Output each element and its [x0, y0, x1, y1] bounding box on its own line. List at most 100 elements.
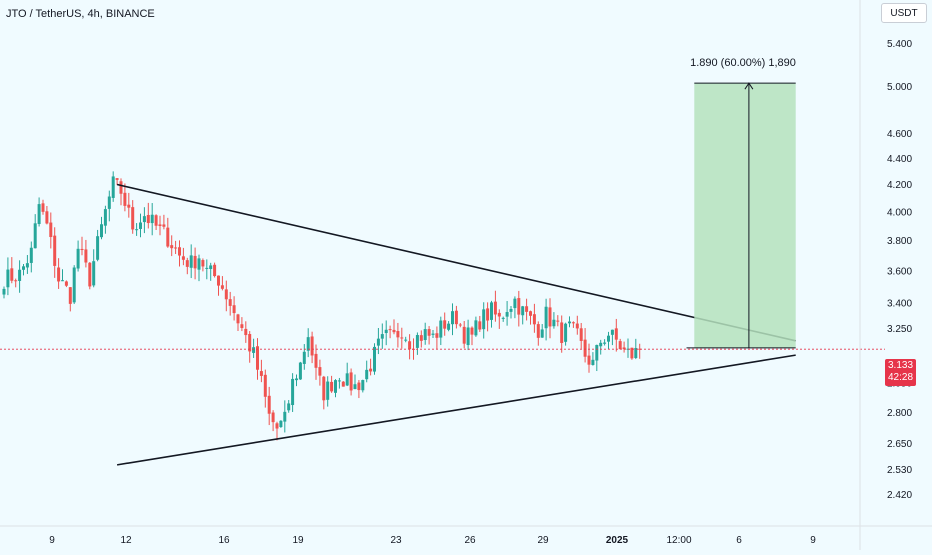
last-price-value: 3.133 — [887, 360, 914, 371]
candle-body — [431, 333, 435, 335]
bar-countdown: 42:28 — [887, 372, 914, 383]
target-zone-box — [694, 83, 796, 348]
candle-body — [45, 211, 49, 224]
candle-body — [482, 309, 486, 330]
candle-body — [380, 334, 384, 339]
x-tick-label: 26 — [464, 535, 476, 546]
candle-body — [478, 321, 482, 330]
x-axis[interactable]: 9 12 16 19 23 26 29 2025 12:00 6 9 — [0, 525, 932, 546]
candle-body — [439, 320, 443, 338]
candle-body — [271, 412, 275, 423]
y-tick-label: 3.250 — [887, 324, 912, 335]
candle-body — [532, 314, 536, 325]
candle-body — [14, 280, 18, 282]
candle-body — [146, 214, 150, 224]
candle-body — [29, 247, 33, 263]
candle-body — [322, 376, 326, 401]
currency-badge[interactable]: USDT — [881, 3, 927, 23]
candle-body — [295, 378, 298, 381]
candle-body — [279, 420, 283, 427]
y-tick-label: 3.600 — [887, 267, 912, 278]
candle-body — [96, 236, 100, 260]
candle-body — [259, 371, 263, 376]
x-tick-label: 2025 — [606, 535, 629, 546]
candle-body — [181, 256, 185, 260]
candle-body — [579, 328, 583, 341]
candle-body — [68, 287, 72, 304]
candle-body — [103, 209, 107, 226]
candle-body — [560, 322, 564, 343]
x-tick-label: 9 — [810, 535, 816, 546]
x-tick-label: 19 — [292, 535, 304, 546]
candle-body — [318, 367, 322, 376]
candle-body — [443, 320, 447, 329]
candle-body — [595, 344, 599, 361]
candle-body — [509, 308, 513, 312]
candle-body — [638, 348, 642, 350]
candle-body — [447, 323, 451, 330]
y-axis[interactable]: 5.400 5.000 4.600 4.400 4.200 4.000 3.800 3.600… — [859, 0, 912, 550]
y-tick-label: 4.600 — [887, 129, 912, 140]
candle-body — [408, 341, 412, 350]
candle-body — [92, 261, 96, 286]
candle-body — [571, 322, 575, 324]
candle-body — [57, 267, 61, 282]
candle-body — [224, 289, 228, 300]
candle-body — [419, 335, 423, 341]
last-price-tag: 3.133 42:28 — [885, 359, 916, 386]
plot-area[interactable]: 1.890 (60.00%) 1,890 — [0, 57, 885, 466]
candle-body — [248, 334, 252, 352]
candle-body — [6, 269, 10, 288]
y-tick-label: 2.530 — [887, 465, 912, 476]
candle-body — [115, 178, 119, 180]
candle-body — [217, 275, 220, 286]
candle-body — [162, 224, 166, 227]
candle-body — [22, 266, 25, 270]
candle-body — [610, 329, 614, 335]
candle-body — [490, 302, 493, 320]
measure-arrow-head — [744, 82, 754, 90]
candle-body — [298, 362, 302, 380]
candle-body — [357, 382, 361, 391]
candle-body — [150, 214, 154, 224]
candle-body — [634, 348, 638, 359]
candle-body — [256, 346, 259, 370]
candle-body — [267, 395, 271, 414]
candle-body — [154, 215, 158, 226]
candle-body — [544, 306, 548, 329]
y-tick-label: 3.800 — [887, 236, 912, 247]
candle-body — [314, 353, 318, 368]
candle-body — [603, 342, 607, 344]
candle-body — [454, 310, 458, 325]
x-tick-label: 9 — [49, 535, 55, 546]
candle-body — [400, 337, 404, 339]
candle-body — [337, 380, 341, 382]
candle-body — [521, 306, 525, 316]
candle-body — [2, 288, 6, 295]
candle-body — [493, 301, 497, 315]
y-tick-label: 4.400 — [887, 154, 912, 165]
candle-body — [287, 403, 291, 411]
candle-body — [100, 224, 103, 238]
y-tick-label: 4.000 — [887, 207, 912, 218]
candle-body — [423, 329, 427, 341]
x-tick-label: 12 — [120, 535, 132, 546]
candle-body — [427, 329, 431, 336]
y-tick-label: 2.650 — [887, 439, 912, 450]
trendline-lower — [116, 354, 796, 466]
candle-body — [37, 204, 41, 224]
x-tick-label: 23 — [390, 535, 402, 546]
candle-body — [334, 380, 337, 393]
candle-body — [373, 346, 376, 372]
candle-body — [107, 196, 111, 209]
y-tick-label: 2.800 — [887, 408, 912, 419]
candle-body — [306, 337, 310, 351]
candle-body — [326, 381, 330, 400]
candle-body — [201, 260, 205, 267]
candle-body — [174, 247, 178, 249]
candle-body — [131, 207, 135, 230]
candle-body — [513, 298, 517, 309]
candle-body — [310, 336, 314, 356]
